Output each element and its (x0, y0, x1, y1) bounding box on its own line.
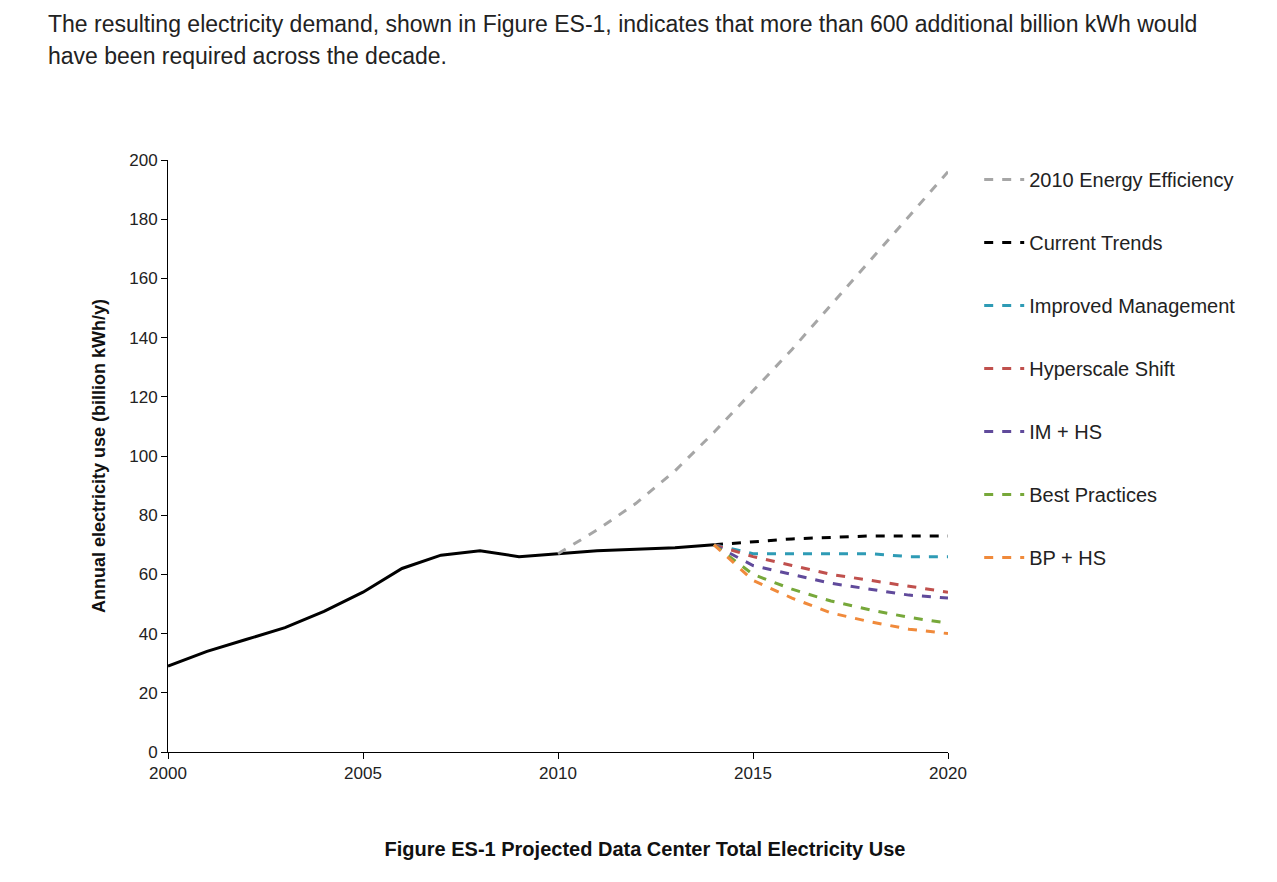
svg-text:20: 20 (139, 684, 158, 703)
svg-text:2020: 2020 (929, 764, 967, 783)
svg-text:0: 0 (148, 743, 157, 762)
svg-text:2010: 2010 (539, 764, 577, 783)
svg-text:60: 60 (139, 565, 158, 584)
svg-text:2010 Energy Efficiency: 2010 Energy Efficiency (1029, 169, 1233, 191)
svg-text:Annual electricity use (billio: Annual electricity use (billion kWh/y) (89, 299, 109, 613)
svg-text:2005: 2005 (344, 764, 382, 783)
svg-text:Improved Management: Improved Management (1029, 295, 1235, 317)
svg-text:180: 180 (129, 210, 157, 229)
svg-text:140: 140 (129, 329, 157, 348)
svg-text:200: 200 (129, 151, 157, 170)
svg-text:2015: 2015 (734, 764, 772, 783)
svg-text:100: 100 (129, 447, 157, 466)
svg-text:BP + HS: BP + HS (1029, 547, 1106, 569)
svg-text:Hyperscale Shift: Hyperscale Shift (1029, 358, 1175, 380)
svg-text:2000: 2000 (149, 764, 187, 783)
svg-text:40: 40 (139, 625, 158, 644)
svg-text:Current Trends: Current Trends (1029, 232, 1162, 254)
svg-text:160: 160 (129, 269, 157, 288)
svg-text:IM + HS: IM + HS (1029, 421, 1102, 443)
svg-text:80: 80 (139, 506, 158, 525)
html-text:The resulting electricity dema: The resulting electricity demand, shown … (48, 11, 1198, 69)
svg-text:Best Practices: Best Practices (1029, 484, 1157, 506)
svg-text:120: 120 (129, 388, 157, 407)
html-text:Figure ES-1 Projected Data Cen: Figure ES-1 Projected Data Center Total … (384, 838, 906, 860)
